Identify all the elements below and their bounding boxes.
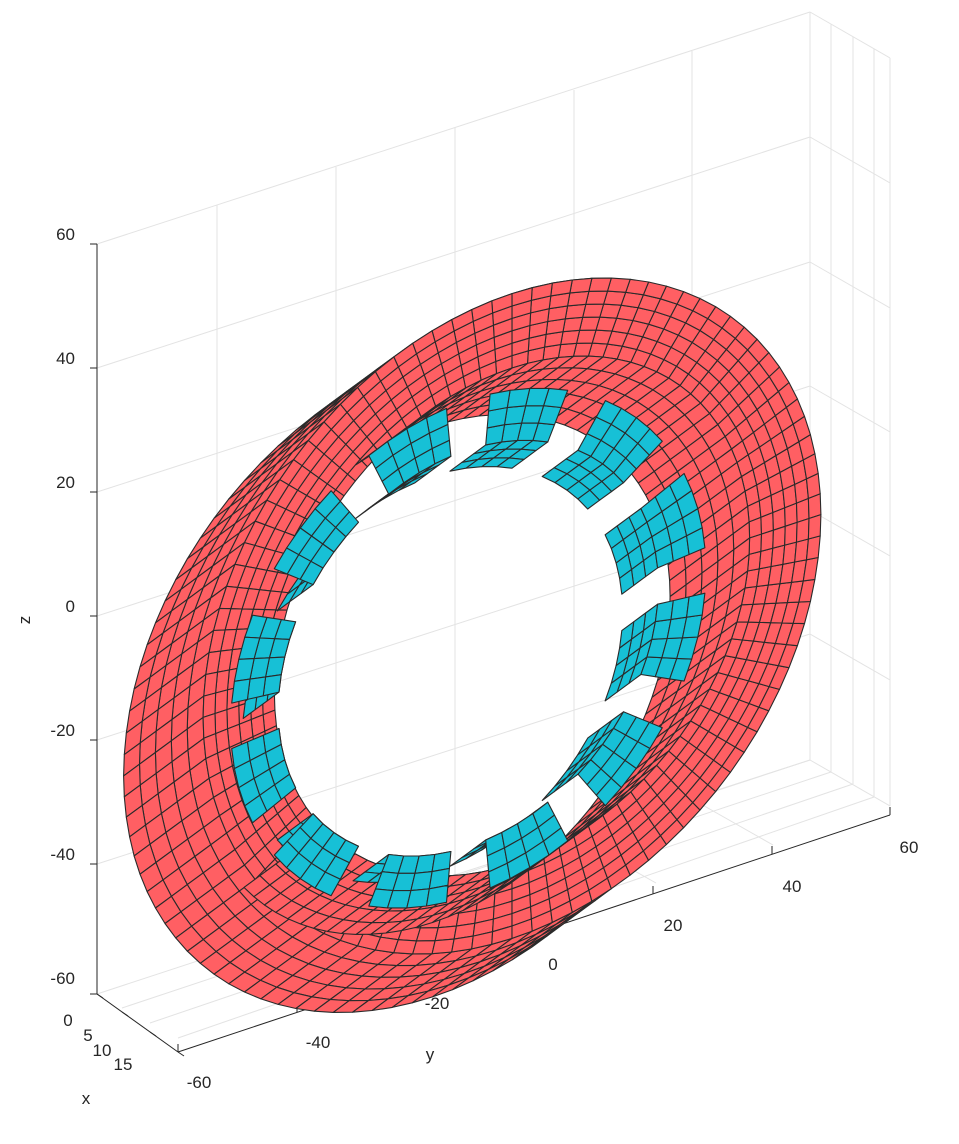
y-tick-0: 0 xyxy=(548,955,557,974)
y-axis-label: y xyxy=(426,1045,435,1064)
z-tick-20: 20 xyxy=(56,473,75,492)
block-cell xyxy=(637,721,663,749)
block-cell xyxy=(488,389,511,412)
block-cell xyxy=(604,525,624,549)
z-tick-neg20: -20 xyxy=(50,721,75,740)
ring-face-cell xyxy=(451,935,474,953)
x-axis-label: x xyxy=(82,1089,91,1108)
y-tick-neg40: -40 xyxy=(306,1033,331,1052)
x-tick-0: 0 xyxy=(63,1011,72,1030)
ring-face-cell xyxy=(772,525,786,549)
block xyxy=(352,850,452,909)
ring-face-cell xyxy=(431,938,455,955)
block-cell xyxy=(244,794,268,824)
x-axis-line xyxy=(96,993,179,1053)
y-tick-labels: -60 -40 -20 0 20 40 60 xyxy=(187,838,919,1092)
ring-outer-cell xyxy=(511,934,549,961)
ring-face-cell xyxy=(412,940,436,955)
block-cell xyxy=(506,387,531,409)
z-axis-label: z xyxy=(15,616,34,625)
z-tick-labels: 60 40 20 0 -20 -40 -60 xyxy=(50,225,75,988)
y-tick-neg60: -60 xyxy=(187,1073,212,1092)
block-cell xyxy=(619,621,635,649)
ring-face-cell xyxy=(550,279,573,297)
block-cell xyxy=(425,884,449,907)
ring-face-cell xyxy=(560,329,581,346)
block-cell xyxy=(314,871,341,897)
ring-face-cell xyxy=(434,925,457,942)
block-cell xyxy=(541,776,568,802)
block-cell xyxy=(577,728,601,756)
block-cell xyxy=(449,458,479,472)
ring-face-cell xyxy=(557,342,578,359)
block-cell xyxy=(273,547,300,575)
block xyxy=(449,387,569,472)
block xyxy=(352,407,452,521)
ring-face-cell xyxy=(415,927,439,942)
block xyxy=(231,614,297,719)
x-tick-labels: 0 5 10 15 xyxy=(63,1011,132,1074)
ring-face-cell xyxy=(569,277,593,294)
z-tick-neg60: -60 xyxy=(50,969,75,988)
block xyxy=(273,813,360,897)
y-tick-neg20: -20 xyxy=(425,994,450,1013)
block xyxy=(449,801,569,889)
x-tick-10: 10 xyxy=(93,1041,112,1060)
block xyxy=(541,711,663,807)
y-tick-20: 20 xyxy=(664,916,683,935)
block-cell xyxy=(231,678,251,704)
block-cell xyxy=(686,592,706,618)
block-cell xyxy=(541,467,568,484)
y-tick-40: 40 xyxy=(783,877,802,896)
ring-face-cell xyxy=(562,316,584,333)
block-group xyxy=(231,387,706,909)
block-cell xyxy=(406,888,430,909)
block xyxy=(273,490,360,612)
ring-face-cell xyxy=(795,517,810,543)
z-tick-0: 0 xyxy=(66,597,75,616)
ring-face-cell xyxy=(585,290,609,305)
ring-face-cell xyxy=(760,529,774,552)
block-cell xyxy=(543,827,569,856)
z-tick-40: 40 xyxy=(56,349,75,368)
ring-face-cell xyxy=(564,303,587,320)
z-tick-neg40: -40 xyxy=(50,845,75,864)
ring-face-cell xyxy=(784,521,798,546)
block-cell xyxy=(595,400,622,425)
ring-face-cell xyxy=(807,514,822,540)
ring-face-cell xyxy=(567,290,590,307)
ring-face-cell xyxy=(748,533,763,555)
z-tick-60: 60 xyxy=(56,225,75,244)
block-cell xyxy=(352,499,381,521)
block-cell xyxy=(669,472,693,502)
y-tick-60: 60 xyxy=(900,838,919,857)
x-tick-5: 5 xyxy=(83,1026,92,1045)
x-tick-15: 15 xyxy=(114,1055,133,1074)
ring-face-cell xyxy=(588,277,612,292)
block xyxy=(604,592,706,702)
block xyxy=(541,400,663,510)
block xyxy=(604,472,706,595)
block-cell xyxy=(276,585,300,612)
block xyxy=(231,727,297,824)
block-cell xyxy=(368,440,394,469)
meshed-ring xyxy=(123,277,822,1013)
